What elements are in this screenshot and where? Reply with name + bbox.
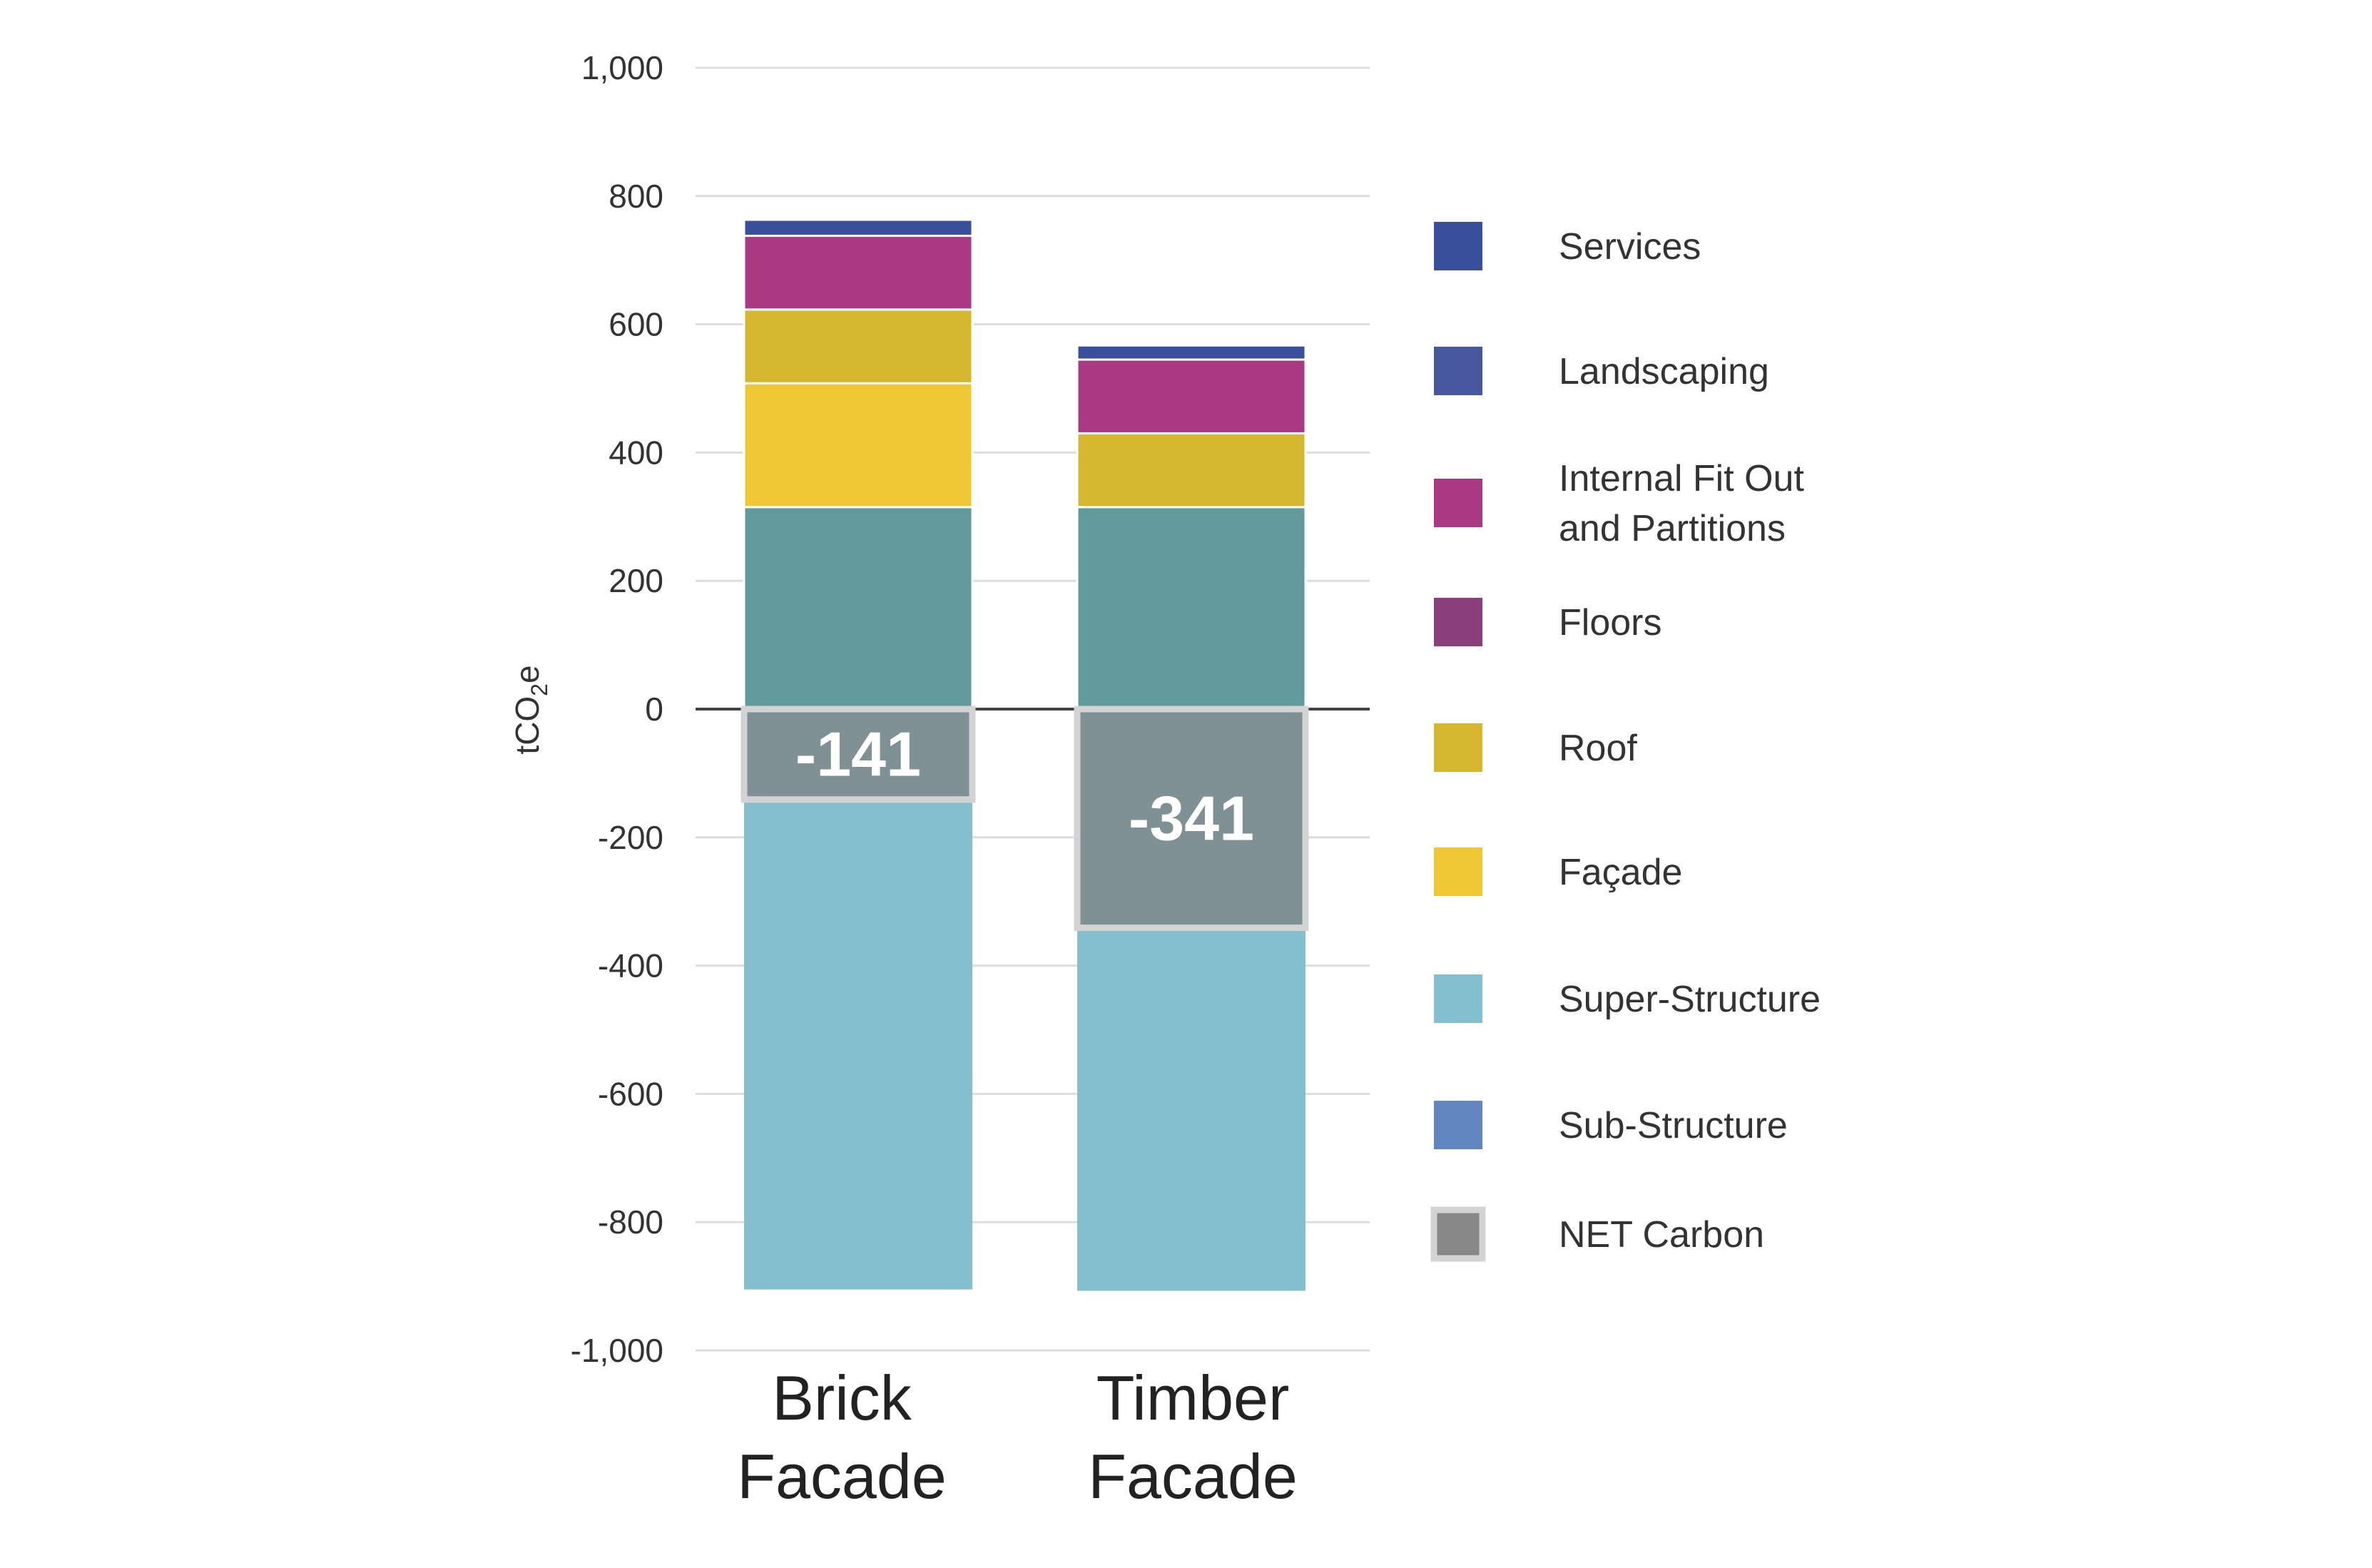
bar-segment bbox=[1076, 358, 1307, 434]
category-label: Timber bbox=[1096, 1363, 1290, 1433]
legend-swatch bbox=[1434, 974, 1482, 1023]
y-tick-label: 0 bbox=[645, 691, 663, 728]
bar-segment bbox=[743, 382, 974, 509]
bar-segment bbox=[1076, 344, 1307, 361]
legend-swatch bbox=[1434, 847, 1482, 896]
category-label: Facade bbox=[737, 1441, 947, 1512]
y-axis-ticks: 1,000 800 600 400 200 0 -200 -400 -600 -800 -1,000 bbox=[571, 49, 663, 1369]
legend-label: Façade bbox=[1559, 852, 1682, 893]
legend-label: NET Carbon bbox=[1559, 1214, 1764, 1256]
legend-swatch bbox=[1434, 723, 1482, 772]
net-carbon-box bbox=[1074, 706, 1309, 932]
legend-label: Sub-Structure bbox=[1559, 1105, 1788, 1146]
y-tick-label: -200 bbox=[598, 819, 663, 856]
bar-segment bbox=[744, 709, 972, 1290]
legend-swatch bbox=[1434, 222, 1482, 270]
legend-label: Services bbox=[1559, 226, 1701, 268]
legend-swatch bbox=[1434, 347, 1482, 395]
bar-segment bbox=[1076, 432, 1307, 509]
bar-segment bbox=[743, 235, 974, 311]
bar-segment bbox=[1076, 506, 1307, 711]
bar-segment bbox=[743, 506, 974, 711]
legend-swatch bbox=[1430, 1206, 1486, 1262]
legend: Services Landscaping Internal Fit Out and P… bbox=[1430, 222, 1821, 1262]
y-tick-label: -400 bbox=[598, 947, 663, 984]
legend-swatch bbox=[1434, 479, 1482, 527]
bar-segment bbox=[743, 308, 974, 385]
category-label: Facade bbox=[1088, 1441, 1298, 1512]
legend-swatch bbox=[1434, 1101, 1482, 1149]
y-tick-label: 200 bbox=[609, 562, 663, 599]
net-carbon-label: -341 bbox=[1129, 783, 1254, 853]
legend-label: Roof bbox=[1559, 728, 1637, 769]
y-tick-label: -1,000 bbox=[571, 1332, 663, 1369]
legend-label: Floors bbox=[1559, 602, 1661, 643]
y-tick-label: 600 bbox=[609, 306, 663, 343]
legend-swatch bbox=[1434, 598, 1482, 646]
y-tick-label: -800 bbox=[598, 1203, 663, 1241]
x-axis-categories: Brick Facade Timber Facade bbox=[737, 1363, 1298, 1512]
legend-label: Landscaping bbox=[1559, 351, 1769, 392]
y-tick-label: 1,000 bbox=[581, 49, 663, 86]
legend-label: Internal Fit Out bbox=[1559, 458, 1804, 499]
y-tick-label: 800 bbox=[609, 178, 663, 215]
legend-label: and Partitions bbox=[1559, 508, 1786, 549]
bar-segment bbox=[743, 218, 974, 238]
net-carbon-boxes: -141 -341 bbox=[740, 706, 1309, 932]
legend-label: Super-Structure bbox=[1559, 979, 1821, 1020]
net-carbon-label: -141 bbox=[795, 718, 921, 789]
y-tick-label: 400 bbox=[609, 434, 663, 471]
y-axis-label: tCO2e bbox=[509, 665, 552, 754]
y-tick-label: -600 bbox=[598, 1075, 663, 1112]
category-label: Brick bbox=[772, 1363, 912, 1433]
net-carbon-box bbox=[740, 706, 976, 803]
